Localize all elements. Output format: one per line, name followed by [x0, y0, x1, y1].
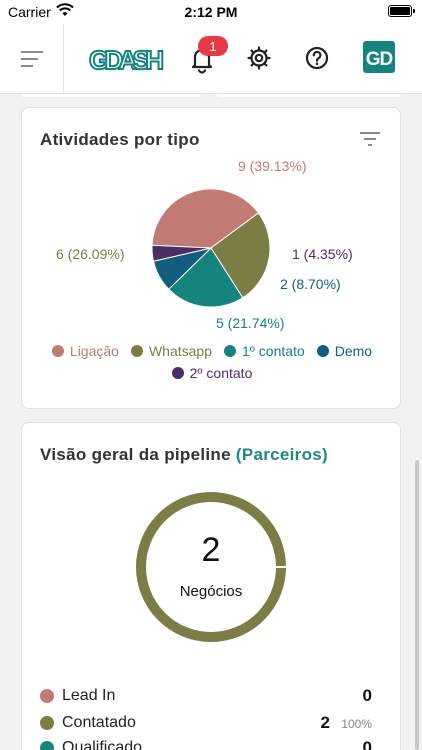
legend-label: Whatsapp [148, 343, 212, 359]
legend-item[interactable]: 2º contato [171, 365, 253, 381]
stage-percent: 100% [341, 717, 372, 731]
previous-card-edge [21, 94, 201, 97]
legend-label: Demo [334, 343, 373, 359]
pie-slice[interactable] [168, 247, 244, 308]
legend-label: 1º contato [242, 343, 305, 359]
activities-card-title: Atividades por tipo [40, 130, 200, 149]
pie-slice[interactable] [151, 244, 212, 262]
stage-name: Lead In [62, 687, 116, 704]
pie-legend: Ligação Whatsapp 1º contato Demo 2º contato [22, 340, 402, 384]
menu-button[interactable] [0, 24, 64, 94]
pie-data-label: 6 (26.09%) [56, 246, 125, 262]
brand-icon[interactable]: GD [362, 40, 396, 74]
legend-color-dot [130, 345, 143, 357]
help-icon[interactable] [305, 46, 329, 70]
pie-data-label: 1 (4.35%) [292, 246, 353, 262]
pie-data-label: 9 (39.13%) [238, 158, 307, 174]
legend-item[interactable]: Whatsapp [130, 343, 212, 359]
gdash-logo[interactable]: GDASH [88, 42, 164, 76]
stage-color-dot [40, 716, 54, 730]
battery-icon [388, 5, 415, 17]
pipeline-total-caption: Negócios [179, 583, 243, 600]
legend-label: 2º contato [189, 365, 253, 381]
stage-name: Qualificado [62, 739, 143, 750]
pipeline-stage-row[interactable]: Contatado 2 100% [40, 712, 372, 734]
notification-badge[interactable]: 1 [198, 36, 228, 56]
pipeline-title-text: Visão geral da pipeline [40, 445, 231, 464]
stage-count: 2 [320, 713, 330, 732]
menu-icon [20, 51, 43, 67]
legend-item[interactable]: Ligação [51, 343, 119, 359]
legend-label: Ligação [69, 343, 119, 359]
status-time: 2:12 PM [184, 4, 238, 20]
status-bar: Carrier 2:12 PM [0, 0, 422, 24]
stage-count: 0 [362, 686, 372, 705]
pipeline-overview-card: Visão geral da pipeline (Parceiros) 2 Ne… [21, 422, 401, 750]
pipeline-title-accent[interactable]: (Parceiros) [235, 445, 328, 464]
pipeline-total-value: 2 [201, 531, 221, 569]
previous-card-edge [216, 94, 401, 97]
app-header: GDASH 1 GD [0, 24, 422, 94]
pipeline-card-title: Visão geral da pipeline (Parceiros) [40, 445, 328, 465]
pie-data-label: 2 (8.70%) [280, 276, 341, 292]
pie-data-label: 5 (21.74%) [216, 315, 285, 331]
pipeline-donut [136, 492, 287, 642]
logo-text: GDASH [89, 45, 163, 75]
pie-slice[interactable] [210, 212, 271, 299]
legend-color-dot [224, 345, 236, 357]
stage-name: Contatado [62, 714, 136, 731]
activities-pie-chart [151, 188, 271, 308]
gear-icon[interactable] [247, 46, 271, 70]
filter-icon[interactable] [360, 132, 380, 146]
stage-count: 0 [362, 738, 372, 750]
wifi-icon [56, 3, 74, 16]
carrier-label: Carrier [8, 4, 51, 20]
scrollbar[interactable] [415, 460, 419, 750]
legend-color-dot [316, 345, 329, 357]
legend-color-dot [51, 345, 64, 357]
pie-slice[interactable] [151, 188, 260, 249]
activities-by-type-card: Atividades por tipo 9 (39.13%) 6 (26.09%)… [21, 107, 401, 409]
legend-item[interactable]: 1º contato [224, 343, 305, 359]
legend-color-dot [171, 367, 184, 379]
stage-color-dot [40, 741, 54, 750]
stage-color-dot [40, 689, 54, 703]
pipeline-stage-row[interactable]: Qualificado 0 [40, 737, 372, 750]
brand-icon-text: GD [366, 49, 393, 70]
pipeline-stage-row[interactable]: Lead In 0 [40, 685, 372, 707]
legend-item[interactable]: Demo [316, 343, 373, 359]
